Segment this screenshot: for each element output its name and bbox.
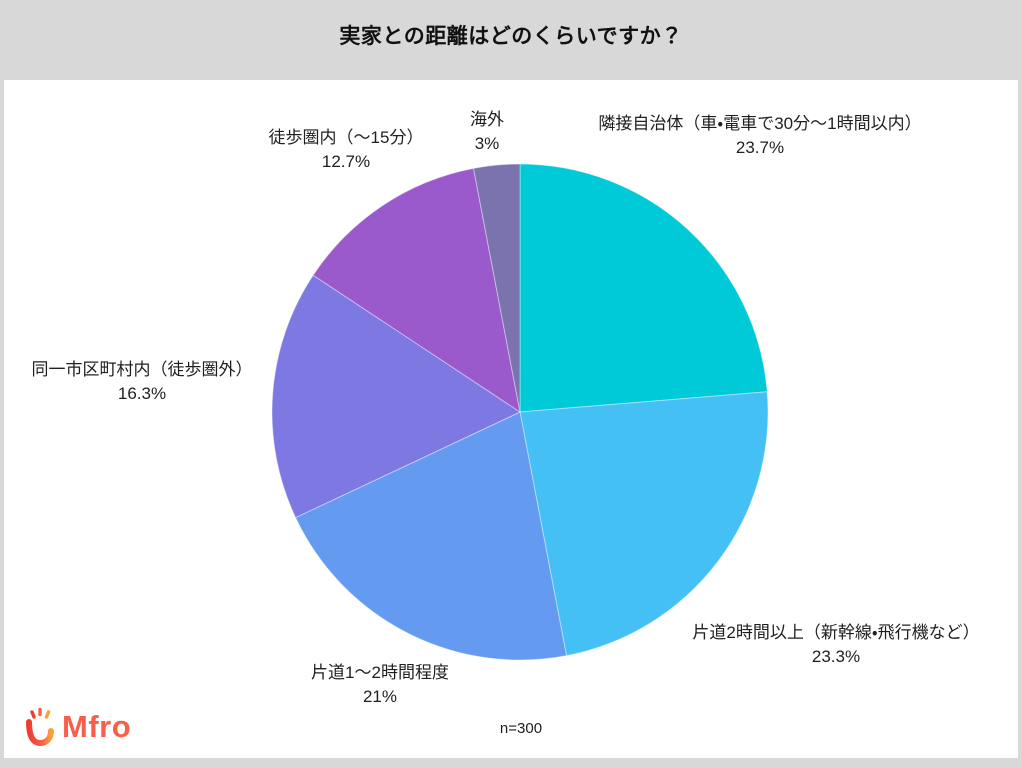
slice-label-walking-distance: 徒歩圏内（〜15分） 12.7%: [269, 126, 424, 174]
slice-label-1-2h: 片道1〜2時間程度 21%: [311, 661, 449, 709]
slice-label-text: 同一市区町村内（徒歩圏外）: [31, 360, 253, 379]
slice-percent-text: 23.3%: [811, 647, 861, 667]
slice-percent-text: 16.3%: [117, 384, 167, 404]
pie-slice-4: [312, 167, 521, 413]
pie-slice-2: [295, 411, 567, 660]
slice-label-text: 隣接自治体（車・電車で30分〜1時間以内）: [598, 114, 922, 133]
mfro-logo: Mfro: [22, 706, 131, 748]
pie-slice-5: [473, 164, 521, 413]
pie-slice-0: [519, 164, 768, 413]
slice-percent-text: 21%: [362, 687, 398, 707]
slice-label-text: 徒歩圏内（〜15分）: [268, 128, 424, 147]
slice-percent-text: 3%: [474, 134, 500, 154]
sample-size-note: n=300: [499, 720, 543, 737]
slice-label-same-city: 同一市区町村内（徒歩圏外） 16.3%: [32, 358, 253, 406]
slice-percent-text: 23.7%: [735, 138, 785, 158]
page-title: 実家との距離はどのくらいですか？: [339, 25, 683, 48]
pie-chart: [272, 164, 768, 660]
slice-label-overseas: 海外 3%: [470, 108, 504, 156]
slice-percent-text: 12.7%: [321, 152, 371, 172]
slice-label-text: 海外: [470, 110, 504, 129]
slice-label-adjacent-municipality: 隣接自治体（車・電車で30分〜1時間以内） 23.7%: [598, 112, 921, 160]
pie-slice-1: [519, 391, 768, 657]
slice-label-over-2h: 片道2時間以上（新幹線・飛行機など） 23.3%: [692, 621, 979, 669]
slice-label-text: 片道2時間以上（新幹線・飛行機など）: [692, 623, 980, 642]
pie-slice-3: [272, 274, 521, 519]
mfro-logo-text: Mfro: [62, 709, 132, 744]
slice-label-text: 片道1〜2時間程度: [311, 663, 449, 682]
mfro-logo-icon: [22, 706, 56, 748]
